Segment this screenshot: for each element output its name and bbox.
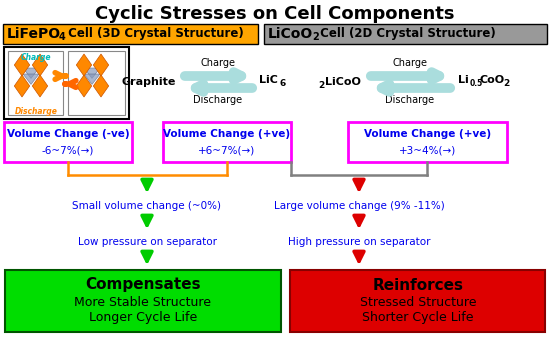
Text: Compensates: Compensates (85, 278, 201, 292)
Polygon shape (84, 74, 100, 84)
Text: Volume Change (+ve): Volume Change (+ve) (163, 129, 290, 139)
Text: Shorter Cycle Life: Shorter Cycle Life (362, 311, 474, 324)
Bar (8, 51, 63, 115)
Text: More Stable Structure: More Stable Structure (74, 296, 212, 309)
Text: Volume Change (+ve): Volume Change (+ve) (364, 129, 491, 139)
Text: +6~7%(→): +6~7%(→) (199, 146, 256, 156)
Text: Li: Li (458, 75, 469, 85)
Text: Graphite: Graphite (122, 77, 176, 87)
Text: Discharge: Discharge (194, 95, 243, 105)
Bar (3, 24, 258, 44)
Polygon shape (94, 75, 109, 97)
Polygon shape (14, 75, 30, 97)
Text: High pressure on separator: High pressure on separator (288, 237, 430, 247)
Text: Discharge: Discharge (386, 95, 434, 105)
Text: 4: 4 (59, 32, 66, 42)
Text: 0.5: 0.5 (470, 80, 483, 89)
Text: Volume Change (-ve): Volume Change (-ve) (7, 129, 129, 139)
Text: Cyclic Stresses on Cell Components: Cyclic Stresses on Cell Components (95, 5, 455, 23)
Bar (290, 270, 545, 332)
Text: LiFePO: LiFePO (7, 27, 61, 41)
Text: -6~7%(→): -6~7%(→) (42, 146, 94, 156)
Polygon shape (14, 54, 30, 76)
Bar (68, 51, 125, 115)
Polygon shape (76, 75, 92, 97)
Polygon shape (32, 54, 48, 76)
Text: Large volume change (9% -11%): Large volume change (9% -11%) (274, 201, 444, 211)
Text: 2: 2 (312, 32, 319, 42)
Bar (4, 47, 129, 119)
Text: LiCoO: LiCoO (268, 27, 313, 41)
Bar (348, 122, 507, 162)
Text: Charge: Charge (201, 58, 235, 68)
Text: Cell (2D Crystal Structure): Cell (2D Crystal Structure) (316, 27, 496, 40)
Bar (5, 270, 281, 332)
Polygon shape (76, 54, 92, 76)
Text: Charge: Charge (393, 58, 427, 68)
Polygon shape (23, 68, 39, 78)
Polygon shape (84, 68, 100, 78)
Polygon shape (94, 54, 109, 76)
Bar (4, 122, 132, 162)
Text: 2: 2 (503, 80, 509, 89)
Text: Longer Cycle Life: Longer Cycle Life (89, 311, 197, 324)
Bar (264, 24, 547, 44)
Text: LiCoO: LiCoO (325, 77, 361, 87)
Text: CoO: CoO (480, 75, 505, 85)
Bar (163, 122, 291, 162)
Text: Charge: Charge (21, 54, 51, 63)
Text: +3~4%(→): +3~4%(→) (399, 146, 456, 156)
Polygon shape (23, 74, 39, 84)
Text: Cell (3D Crystal Structure): Cell (3D Crystal Structure) (64, 27, 244, 40)
Text: 6: 6 (279, 80, 285, 89)
Text: 2: 2 (318, 81, 324, 90)
Text: Discharge: Discharge (14, 108, 57, 117)
Text: LiC: LiC (259, 75, 278, 85)
Text: Small volume change (~0%): Small volume change (~0%) (73, 201, 222, 211)
Text: Reinforces: Reinforces (372, 278, 464, 292)
Text: Low pressure on separator: Low pressure on separator (78, 237, 217, 247)
Polygon shape (32, 75, 48, 97)
Text: Stressed Structure: Stressed Structure (360, 296, 476, 309)
